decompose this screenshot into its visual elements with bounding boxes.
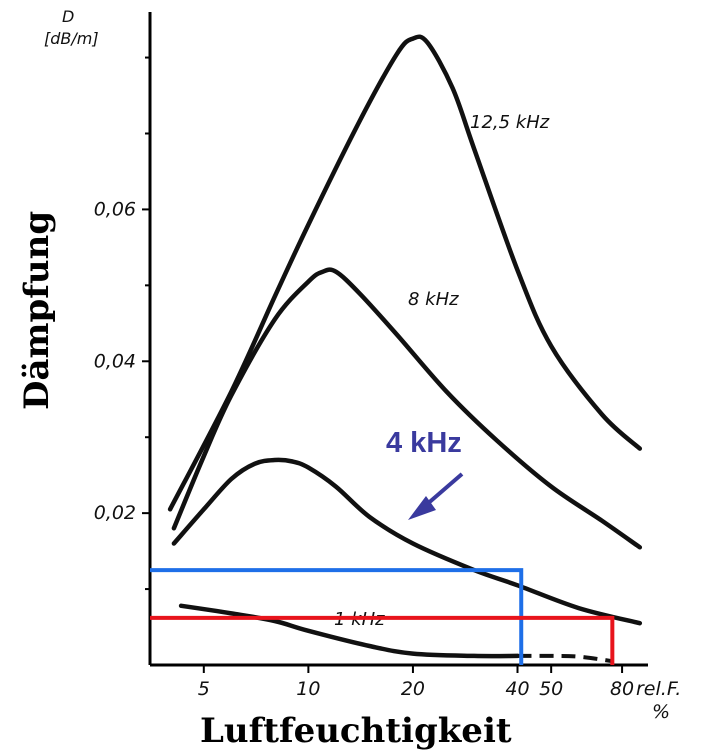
- x-tick-label: 20: [401, 678, 425, 700]
- series-line-4-khz: [171, 457, 643, 626]
- guide-lines: [150, 568, 615, 665]
- x-ticks: 5 10 20 40 50 80: [198, 665, 634, 700]
- series-label-12-5-khz: 12,5 kHz: [470, 112, 550, 133]
- series-label-8-khz: 8 kHz: [408, 289, 459, 310]
- y-tick-label: 0,06: [94, 198, 136, 220]
- callout-4khz-label: 4 kHz: [386, 427, 462, 459]
- x-tick-label: 80: [610, 678, 634, 700]
- x-axis-title: Luftfeuchtigkeit: [200, 711, 512, 751]
- series-line-8-khz: [171, 267, 643, 550]
- y-unit: [dB/m]: [44, 29, 99, 48]
- guide-line-2: [150, 615, 615, 665]
- y-ticks: 0,02 0,04 0,06: [94, 56, 150, 591]
- callout-4khz: 4 kHz: [386, 427, 464, 520]
- x-tick-label: 50: [539, 678, 563, 700]
- axes: [148, 12, 648, 667]
- x-tick-label: 10: [296, 678, 320, 700]
- x-tick-label: 5: [198, 678, 210, 700]
- x-tick-label: 40: [505, 678, 529, 700]
- callout-4khz-arrow-head: [408, 496, 436, 520]
- y-tick-label: 0,02: [94, 502, 136, 524]
- x-unit-label: rel.F.: [636, 678, 681, 700]
- x-unit-percent: %: [652, 701, 670, 723]
- series-dashed-1-khz: [517, 653, 613, 664]
- y-tick-label: 0,04: [94, 350, 136, 372]
- guide-line-1: [150, 568, 524, 665]
- y-axis-title: Dämpfung: [17, 211, 57, 410]
- series-line-12-5-khz: [167, 34, 643, 512]
- y-unit-symbol: D: [62, 7, 74, 26]
- series-line-1-khz: [178, 603, 520, 659]
